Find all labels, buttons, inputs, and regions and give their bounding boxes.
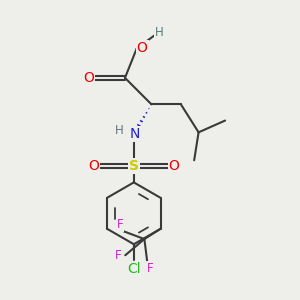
Text: H: H xyxy=(115,124,124,137)
Text: N: N xyxy=(130,127,140,141)
Text: O: O xyxy=(83,71,94,85)
Text: S: S xyxy=(129,159,139,173)
Text: F: F xyxy=(115,249,121,262)
Text: F: F xyxy=(147,262,154,275)
Text: Cl: Cl xyxy=(127,262,141,276)
Text: F: F xyxy=(117,218,124,231)
Text: O: O xyxy=(169,159,180,173)
Text: O: O xyxy=(136,41,148,56)
Text: O: O xyxy=(88,159,99,173)
Text: H: H xyxy=(154,26,163,39)
